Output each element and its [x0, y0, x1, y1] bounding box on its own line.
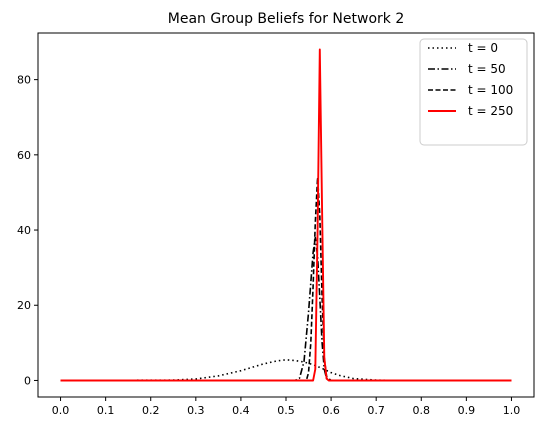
y-tick-label: 60	[17, 149, 31, 162]
x-tick-label: 0.7	[367, 404, 385, 417]
legend-label-4: t = 250	[468, 104, 513, 118]
x-tick-label: 1.0	[503, 404, 521, 417]
x-tick-label: 0.8	[413, 404, 431, 417]
x-tick-label: 0.1	[97, 404, 115, 417]
x-tick-label: 0.5	[277, 404, 295, 417]
chart-title: Mean Group Beliefs for Network 2	[168, 11, 404, 27]
x-tick-label: 0.0	[52, 404, 70, 417]
legend-label-2: t = 50	[468, 62, 506, 76]
series-line-2	[61, 238, 512, 381]
y-tick-label: 0	[24, 374, 31, 387]
series-line-1	[61, 360, 512, 381]
series-line-3	[61, 177, 512, 380]
legend-label-3: t = 100	[468, 83, 513, 97]
x-tick-label: 0.9	[458, 404, 476, 417]
x-tick-label: 0.6	[322, 404, 340, 417]
y-tick-label: 40	[17, 224, 31, 237]
legend-label-1: t = 0	[468, 41, 498, 55]
x-tick-label: 0.4	[232, 404, 250, 417]
legend: t = 0 t = 50 t = 100 t = 250	[420, 39, 527, 145]
x-tick-label: 0.3	[187, 404, 205, 417]
y-tick-label: 20	[17, 299, 31, 312]
x-tick-label: 0.2	[142, 404, 160, 417]
y-tick-label: 80	[17, 74, 31, 87]
